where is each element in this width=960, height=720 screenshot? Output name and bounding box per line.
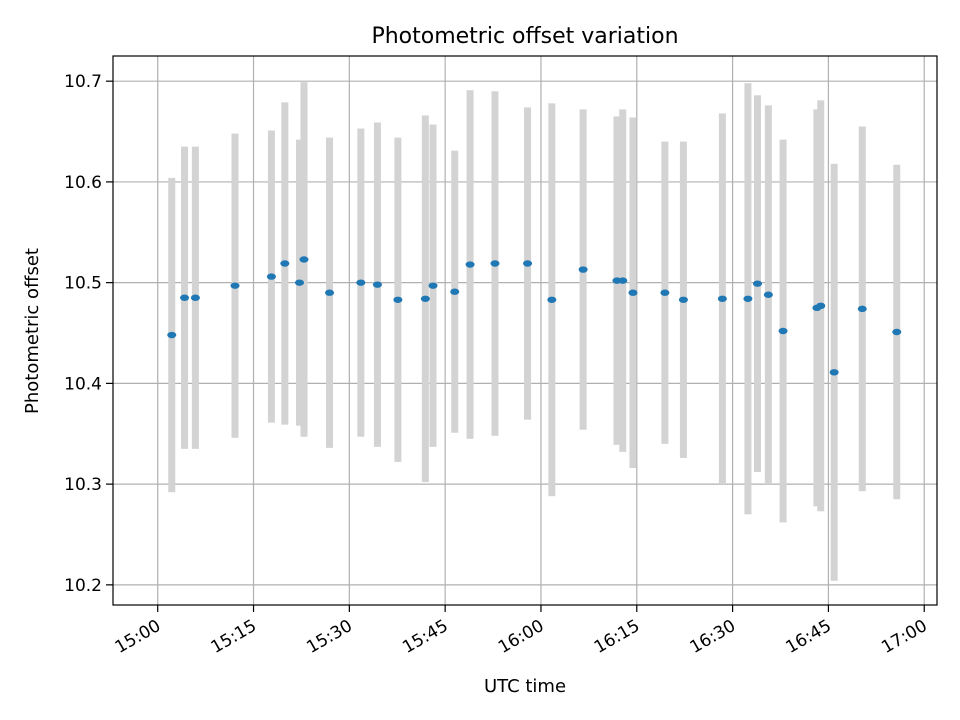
data-point <box>428 282 438 289</box>
data-point <box>420 295 430 302</box>
data-points <box>167 256 902 376</box>
data-point <box>356 279 366 286</box>
data-point <box>190 294 200 301</box>
data-point <box>465 261 475 268</box>
data-point <box>678 296 688 303</box>
data-point <box>816 302 826 310</box>
y-axis-label: Photometric offset <box>22 248 43 414</box>
y-tick-label: 10.4 <box>64 374 102 394</box>
data-point <box>325 289 335 296</box>
plot-frame <box>112 55 938 606</box>
data-point <box>618 277 628 284</box>
data-point <box>829 369 839 376</box>
data-point <box>578 266 588 273</box>
data-point <box>180 294 190 301</box>
data-point <box>393 296 403 303</box>
y-tick-label: 10.5 <box>64 274 102 294</box>
data-point <box>857 305 867 313</box>
y-axis-ticks: 10.2 10.3 10.4 10.5 10.6 10.7 <box>64 72 113 596</box>
x-axis-label: UTC time <box>484 676 566 697</box>
data-point <box>523 260 533 267</box>
y-tick-label: 10.6 <box>64 173 102 193</box>
data-point <box>230 282 240 289</box>
data-point <box>743 295 753 302</box>
data-point <box>547 296 557 303</box>
y-tick-label: 10.2 <box>64 576 102 596</box>
data-point <box>295 279 305 286</box>
data-point <box>450 288 460 295</box>
data-point <box>266 273 276 280</box>
data-point <box>167 331 177 339</box>
data-point <box>778 327 788 335</box>
data-point <box>299 256 309 263</box>
data-point <box>490 260 500 267</box>
data-point <box>717 295 727 302</box>
data-point <box>372 281 382 288</box>
y-tick-label: 10.7 <box>64 72 102 92</box>
data-point <box>753 280 763 287</box>
data-point <box>763 291 773 298</box>
data-point <box>660 289 670 296</box>
y-tick-label: 10.3 <box>64 475 102 495</box>
data-point <box>628 289 638 296</box>
chart-title: Photometric offset variation <box>371 24 678 49</box>
data-point <box>892 328 902 336</box>
data-point <box>280 260 290 267</box>
